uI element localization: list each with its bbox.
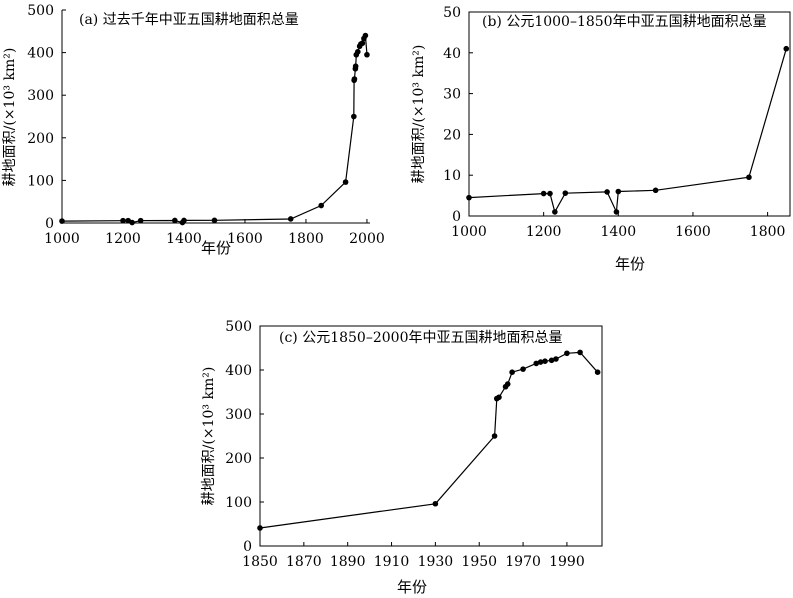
data-point xyxy=(181,217,187,224)
y-axis-label: 耕地面积/(×10³ km²) xyxy=(200,367,217,506)
y-axis-label: 耕地面积/(×10³ km²) xyxy=(410,45,427,184)
y-tick-label: 0 xyxy=(45,216,54,232)
data-point xyxy=(552,209,558,215)
data-point xyxy=(432,500,439,507)
y-tick-label: 500 xyxy=(225,319,252,335)
data-point xyxy=(355,48,361,55)
x-tick-label: 1890 xyxy=(330,554,366,570)
y-tick-label: 10 xyxy=(443,168,461,184)
x-axis-label: 年份 xyxy=(615,255,645,273)
data-point xyxy=(59,218,65,224)
x-tick-label: 1200 xyxy=(105,231,141,247)
data-point xyxy=(362,32,369,39)
x-tick-label: 1800 xyxy=(288,231,324,247)
data-point xyxy=(466,194,472,201)
data-point xyxy=(364,51,370,58)
data-point xyxy=(533,360,540,367)
data-point xyxy=(615,188,622,195)
data-point xyxy=(594,369,601,376)
x-tick-label: 1950 xyxy=(461,554,497,570)
data-point xyxy=(547,190,553,197)
data-point xyxy=(496,394,502,401)
series-line xyxy=(468,48,787,215)
series-line xyxy=(61,33,368,224)
data-point xyxy=(342,179,349,185)
series-line xyxy=(259,351,599,529)
y-tick-label: 400 xyxy=(27,46,54,62)
data-point xyxy=(211,217,218,224)
x-tick-label: 1400 xyxy=(166,231,202,247)
data-point xyxy=(352,63,359,70)
x-axis-label: 年份 xyxy=(397,578,427,596)
y-tick-label: 0 xyxy=(452,209,461,225)
data-point xyxy=(172,217,178,224)
chart-title: (b) 公元1000–1850年中亚五国耕地面积总量 xyxy=(482,13,767,30)
data-point xyxy=(491,433,498,439)
chart-panel-a: 1000 1200 1400 1600 1800 2000 0 100 200 300 400 500… xyxy=(1,3,385,257)
data-point xyxy=(287,216,294,222)
y-tick-label: 50 xyxy=(443,5,461,21)
x-tick-label: 1850 xyxy=(242,554,278,570)
data-point xyxy=(129,219,135,226)
x-tick-label: 1970 xyxy=(505,554,541,570)
data-point xyxy=(783,45,790,52)
data-point xyxy=(509,369,515,376)
data-point xyxy=(652,187,659,194)
y-tick-label: 0 xyxy=(243,539,252,555)
x-tick-label: 1200 xyxy=(526,224,562,240)
y-tick-label: 500 xyxy=(27,3,54,19)
chart-panel-c: 1850 1870 1890 1910 1930 1950 1970 1990 0 100 200 3… xyxy=(200,319,603,596)
data-point xyxy=(562,190,569,196)
y-tick-label: 300 xyxy=(27,88,54,104)
plot-frame xyxy=(468,11,791,217)
y-tick-label: 200 xyxy=(225,451,252,467)
x-tick-label: 1870 xyxy=(286,554,322,570)
y-tick-label: 200 xyxy=(27,131,54,147)
chart-title: (c) 公元1850–2000年中亚五国耕地面积总量 xyxy=(279,329,562,346)
data-point xyxy=(351,76,358,82)
data-point xyxy=(504,381,511,387)
data-point xyxy=(746,174,752,181)
y-tick-label: 400 xyxy=(225,363,252,379)
x-tick-label: 2000 xyxy=(349,231,385,247)
data-point xyxy=(577,349,583,356)
x-tick-label: 1600 xyxy=(227,231,263,247)
data-point xyxy=(564,350,570,357)
y-tick-label: 30 xyxy=(443,87,461,103)
x-axis-label: 年份 xyxy=(201,239,231,257)
x-tick-label: 1990 xyxy=(549,554,585,570)
data-point xyxy=(542,358,548,365)
chart-title: (a) 过去千年中亚五国耕地面积总量 xyxy=(79,11,299,28)
data-point xyxy=(540,190,547,197)
y-tick-label: 100 xyxy=(27,173,54,189)
x-tick-label: 1600 xyxy=(675,224,711,240)
plot-frame xyxy=(259,325,603,547)
data-point xyxy=(257,525,263,531)
data-point xyxy=(537,359,544,365)
y-tick-label: 300 xyxy=(225,407,252,423)
data-point xyxy=(137,217,144,224)
y-tick-label: 20 xyxy=(443,127,461,143)
y-tick-label: 100 xyxy=(225,495,252,511)
x-tick-label: 1930 xyxy=(418,554,454,570)
data-point xyxy=(613,209,620,215)
y-axis-label: 耕地面积/(×10³ km²) xyxy=(1,48,18,187)
data-point xyxy=(553,356,559,362)
data-point xyxy=(120,217,126,224)
data-point xyxy=(318,202,325,209)
x-tick-label: 1910 xyxy=(374,554,410,570)
x-tick-label: 1000 xyxy=(44,231,80,247)
chart-panel-b: 1000 1200 1400 1600 1800 0 10 20 30 40 50 (b) 公元100… xyxy=(410,5,791,273)
y-tick-label: 40 xyxy=(443,46,461,62)
x-tick-label: 1800 xyxy=(750,224,786,240)
data-point xyxy=(520,366,526,372)
x-tick-label: 1400 xyxy=(600,224,636,240)
data-point xyxy=(351,113,357,120)
x-tick-label: 1000 xyxy=(451,224,487,240)
data-point xyxy=(548,357,555,364)
data-point xyxy=(359,40,366,47)
data-point xyxy=(604,189,610,195)
